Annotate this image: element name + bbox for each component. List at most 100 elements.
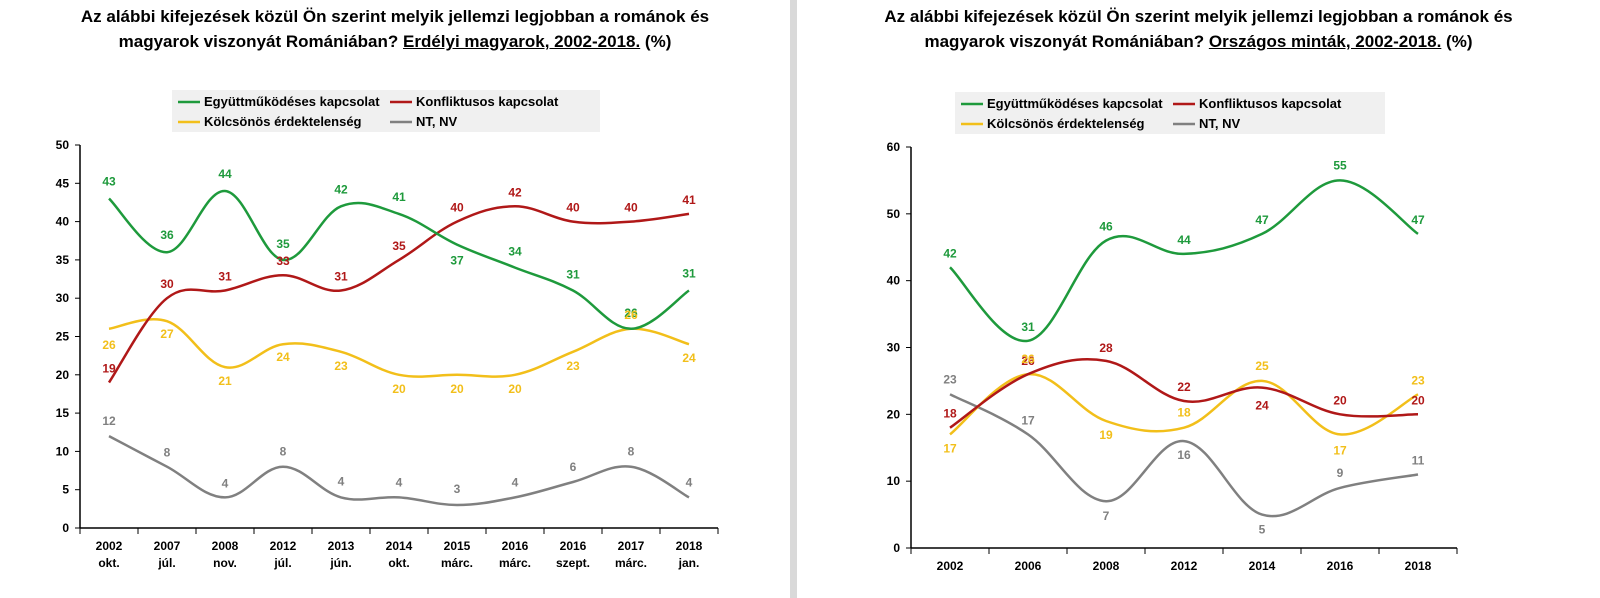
series-line-egyuttmukodeses-kapcsolat bbox=[108, 189, 690, 331]
legend-label-konfliktusos-kapcsolat: Konfliktusos kapcsolat bbox=[1199, 96, 1342, 111]
data-label-kolcsonos-erdektelenseg: 18 bbox=[1177, 406, 1191, 420]
data-label-egyuttmukodeses-kapcsolat: 37 bbox=[450, 254, 464, 268]
data-label-egyuttmukodeses-kapcsolat: 44 bbox=[1177, 233, 1191, 247]
data-label-egyuttmukodeses-kapcsolat: 31 bbox=[682, 267, 696, 281]
x-tick-label: 2008 bbox=[1093, 559, 1120, 573]
title-suffix: (%) bbox=[1441, 32, 1473, 51]
data-label-nt-nv: 8 bbox=[164, 446, 171, 460]
legend-label-egyuttmukodeses-kapcsolat: Együttműködéses kapcsolat bbox=[987, 96, 1163, 111]
data-label-nt-nv: 23 bbox=[943, 372, 957, 386]
title-suffix: (%) bbox=[640, 32, 672, 51]
data-label-konfliktusos-kapcsolat: 40 bbox=[450, 201, 464, 215]
data-label-nt-nv: 8 bbox=[628, 445, 635, 459]
data-label-nt-nv: 4 bbox=[512, 475, 519, 489]
data-label-nt-nv: 4 bbox=[396, 475, 403, 489]
x-tick-label: 2014 bbox=[386, 539, 413, 553]
data-label-egyuttmukodeses-kapcsolat: 42 bbox=[334, 182, 348, 196]
y-tick-label: 0 bbox=[893, 541, 900, 555]
title-line-1: Az alábbi kifejezések közül Ön szerint m… bbox=[884, 7, 1513, 26]
legend: Együttműködéses kapcsolat Konfliktusos ka… bbox=[955, 92, 1385, 134]
x-tick-label: 2002 bbox=[937, 559, 964, 573]
data-label-egyuttmukodeses-kapcsolat: 55 bbox=[1333, 158, 1347, 172]
data-label-konfliktusos-kapcsolat: 18 bbox=[943, 407, 957, 421]
data-label-kolcsonos-erdektelenseg: 23 bbox=[334, 359, 348, 373]
x-tick-label: jan. bbox=[678, 556, 700, 570]
data-label-konfliktusos-kapcsolat: 40 bbox=[566, 201, 580, 215]
y-tick-label: 20 bbox=[887, 407, 901, 421]
data-label-kolcsonos-erdektelenseg: 23 bbox=[1411, 373, 1425, 387]
data-label-kolcsonos-erdektelenseg: 26 bbox=[102, 338, 116, 352]
data-label-kolcsonos-erdektelenseg: 24 bbox=[682, 351, 696, 365]
title-prefix: magyarok viszonyát Romániában? bbox=[118, 32, 403, 51]
data-label-nt-nv: 17 bbox=[1021, 413, 1035, 427]
data-label-nt-nv: 12 bbox=[102, 414, 116, 428]
data-label-kolcsonos-erdektelenseg: 25 bbox=[1255, 359, 1269, 373]
y-tick-label: 50 bbox=[56, 138, 70, 152]
data-label-kolcsonos-erdektelenseg: 17 bbox=[943, 441, 957, 455]
legend-label-kolcsonos-erdektelenseg: Kölcsönös érdektelenség bbox=[987, 116, 1145, 131]
x-tick-label: 2006 bbox=[1015, 559, 1042, 573]
legend: Együttműködéses kapcsolat Konfliktusos ka… bbox=[172, 90, 600, 132]
y-tick-label: 30 bbox=[56, 291, 70, 305]
chart-title: Az alábbi kifejezések közül Ön szerint m… bbox=[0, 4, 790, 54]
data-label-egyuttmukodeses-kapcsolat: 36 bbox=[160, 228, 174, 242]
legend-background bbox=[955, 92, 1385, 134]
x-tick-label: okt. bbox=[98, 556, 119, 570]
data-label-konfliktusos-kapcsolat: 31 bbox=[334, 270, 348, 284]
y-tick-label: 20 bbox=[56, 368, 70, 382]
data-label-kolcsonos-erdektelenseg: 27 bbox=[160, 327, 174, 341]
data-label-egyuttmukodeses-kapcsolat: 47 bbox=[1411, 213, 1425, 227]
data-label-konfliktusos-kapcsolat: 33 bbox=[276, 254, 290, 268]
data-label-egyuttmukodeses-kapcsolat: 46 bbox=[1099, 220, 1113, 234]
data-label-konfliktusos-kapcsolat: 31 bbox=[218, 270, 232, 284]
x-tick-label: júl. bbox=[273, 556, 291, 570]
data-label-nt-nv: 6 bbox=[570, 460, 577, 474]
y-tick-label: 10 bbox=[887, 474, 901, 488]
data-label-nt-nv: 5 bbox=[1259, 523, 1266, 537]
data-label-konfliktusos-kapcsolat: 26 bbox=[1021, 354, 1035, 368]
x-tick-label: 2012 bbox=[270, 539, 297, 553]
x-tick-label: 2013 bbox=[328, 539, 355, 553]
y-tick-label: 5 bbox=[62, 483, 69, 497]
title-line-1: Az alábbi kifejezések közül Ön szerint m… bbox=[80, 7, 710, 26]
title-sample: Erdélyi magyarok, 2002-2018. bbox=[403, 32, 641, 51]
series-line-konfliktusos-kapcsolat bbox=[949, 358, 1419, 429]
x-tick-label: márc. bbox=[615, 556, 647, 570]
legend-label-kolcsonos-erdektelenseg: Kölcsönös érdektelenség bbox=[204, 114, 362, 129]
title-line-2: magyarok viszonyát Romániában? Országos … bbox=[797, 29, 1600, 54]
data-label-kolcsonos-erdektelenseg: 21 bbox=[218, 374, 232, 388]
data-label-nt-nv: 7 bbox=[1103, 509, 1110, 523]
chart-panel-national: Az alábbi kifejezések közül Ön szerint m… bbox=[797, 0, 1600, 598]
y-tick-label: 30 bbox=[887, 341, 901, 355]
data-label-konfliktusos-kapcsolat: 35 bbox=[392, 239, 406, 253]
data-label-kolcsonos-erdektelenseg: 20 bbox=[392, 382, 406, 396]
data-label-egyuttmukodeses-kapcsolat: 31 bbox=[566, 268, 580, 282]
data-label-konfliktusos-kapcsolat: 41 bbox=[682, 193, 696, 207]
x-tick-label: 2007 bbox=[154, 539, 181, 553]
x-tick-label: márc. bbox=[499, 556, 531, 570]
data-label-egyuttmukodeses-kapcsolat: 44 bbox=[218, 167, 232, 181]
x-tick-label: 2016 bbox=[560, 539, 587, 553]
data-label-kolcsonos-erdektelenseg: 23 bbox=[566, 359, 580, 373]
x-tick-label: jún. bbox=[329, 556, 351, 570]
y-tick-label: 25 bbox=[56, 330, 70, 344]
title-sample: Országos minták, 2002-2018. bbox=[1208, 32, 1442, 51]
title-prefix: magyarok viszonyát Romániában? bbox=[924, 32, 1209, 51]
chart-panel-transylvanian: Az alábbi kifejezések közül Ön szerint m… bbox=[0, 0, 790, 598]
series-line-nt-nv bbox=[949, 393, 1419, 518]
y-tick-label: 45 bbox=[56, 176, 70, 190]
y-tick-label: 50 bbox=[887, 207, 901, 221]
panel-divider bbox=[790, 0, 797, 598]
data-label-egyuttmukodeses-kapcsolat: 47 bbox=[1255, 213, 1269, 227]
data-label-nt-nv: 8 bbox=[280, 445, 287, 459]
x-tick-label: szept. bbox=[556, 556, 590, 570]
data-label-konfliktusos-kapcsolat: 24 bbox=[1255, 399, 1269, 413]
x-tick-label: 2015 bbox=[444, 539, 471, 553]
data-label-kolcsonos-erdektelenseg: 20 bbox=[450, 382, 464, 396]
legend-label-nt-nv: NT, NV bbox=[1199, 116, 1241, 131]
data-label-egyuttmukodeses-kapcsolat: 31 bbox=[1021, 320, 1035, 334]
data-label-kolcsonos-erdektelenseg: 17 bbox=[1333, 443, 1347, 457]
legend-background bbox=[172, 90, 600, 132]
line-chart-transylvanian: Együttműködéses kapcsolat Konfliktusos ka… bbox=[56, 90, 719, 570]
data-label-konfliktusos-kapcsolat: 20 bbox=[1411, 393, 1425, 407]
